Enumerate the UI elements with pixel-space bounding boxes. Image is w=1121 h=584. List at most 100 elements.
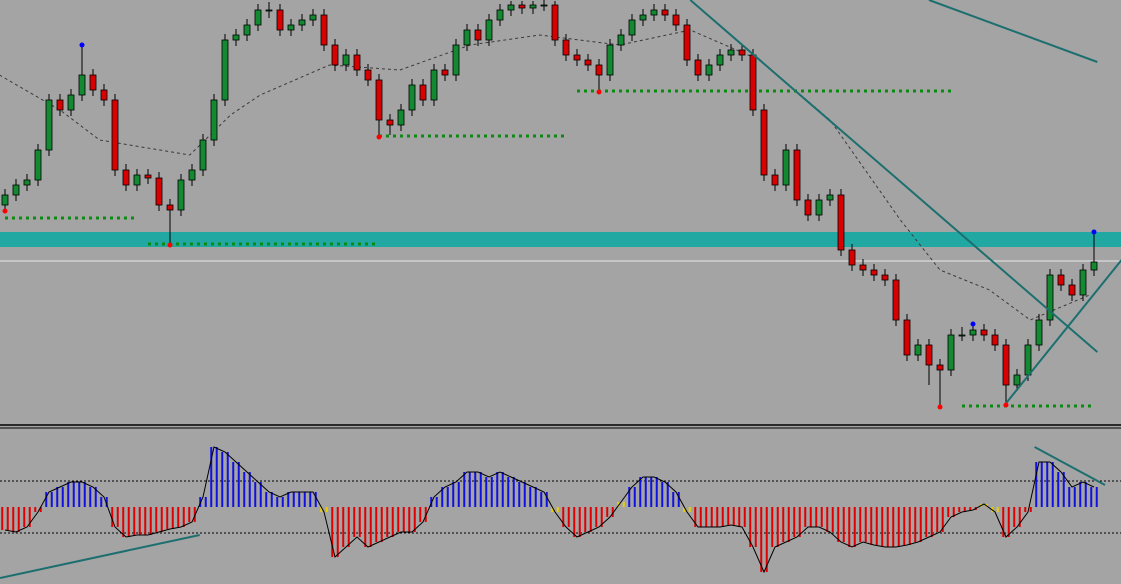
candle-body xyxy=(749,54,757,111)
candle-body xyxy=(111,99,119,171)
candle-body xyxy=(364,69,372,81)
candle-body xyxy=(958,334,966,337)
candle-body xyxy=(100,89,108,101)
candle-body xyxy=(529,4,537,9)
candle-body xyxy=(650,9,658,16)
candle-body xyxy=(782,149,790,186)
candle-body xyxy=(353,54,361,71)
candle-body xyxy=(914,344,922,356)
candle-body xyxy=(496,9,504,21)
candle-body xyxy=(287,24,295,31)
candle-body xyxy=(144,174,152,179)
candle-body xyxy=(661,9,669,16)
moving-average xyxy=(0,29,1090,321)
candle-body xyxy=(474,29,482,41)
candle-body xyxy=(1079,269,1087,296)
candle-body xyxy=(452,44,460,76)
candle-body xyxy=(991,334,999,346)
candle-body xyxy=(738,49,746,56)
candle-body xyxy=(947,334,955,371)
candle-body xyxy=(177,179,185,211)
candle-body xyxy=(67,94,75,111)
candle-body xyxy=(760,109,768,176)
candle-body xyxy=(430,69,438,101)
candle-body xyxy=(386,119,394,126)
candle-body xyxy=(518,4,526,9)
candle-body xyxy=(78,74,86,96)
candle-body xyxy=(694,59,702,76)
candle-body xyxy=(727,49,735,56)
candle-body xyxy=(771,174,779,186)
candle-body xyxy=(551,4,559,41)
swing-high-dot xyxy=(970,321,976,327)
candle-body xyxy=(925,344,933,366)
candle-body xyxy=(166,204,174,211)
candle-body xyxy=(276,9,284,31)
candle-body xyxy=(826,194,834,201)
candle-body xyxy=(628,19,636,36)
trend-line xyxy=(1034,446,1106,486)
trend-line xyxy=(0,534,200,579)
candle-body xyxy=(683,24,691,61)
swing-high-dot xyxy=(79,42,85,48)
candle-body xyxy=(320,14,328,46)
candle-body xyxy=(199,139,207,171)
candle-body xyxy=(243,24,251,36)
candle-body xyxy=(56,99,64,111)
candle-body xyxy=(793,149,801,201)
candle-body xyxy=(903,319,911,356)
candle-body xyxy=(1013,374,1021,386)
candle-body xyxy=(441,69,449,76)
candle-body xyxy=(1057,274,1065,286)
candle-body xyxy=(672,14,680,26)
candle-body xyxy=(837,194,845,251)
candle-body xyxy=(892,279,900,321)
candle-body xyxy=(408,84,416,111)
candle-body xyxy=(1035,319,1043,346)
trend-line xyxy=(689,0,1098,353)
trend-line xyxy=(1003,259,1121,407)
candle-body xyxy=(1068,284,1076,296)
candle-body xyxy=(606,44,614,76)
candle-body xyxy=(298,19,306,26)
candle-body xyxy=(848,249,856,266)
candle-body xyxy=(89,74,97,91)
swing-low-dot xyxy=(1003,402,1009,408)
candle-body xyxy=(716,54,724,66)
candle-body xyxy=(485,19,493,41)
candle-body xyxy=(210,99,218,141)
candle-body xyxy=(34,149,42,181)
candle-body xyxy=(397,109,405,126)
candle-body xyxy=(342,54,350,66)
swing-low-dot xyxy=(2,208,8,214)
candle-body xyxy=(540,4,548,7)
candle-body xyxy=(419,84,427,101)
candle-body xyxy=(870,269,878,276)
candle-body xyxy=(265,9,273,12)
candle-body xyxy=(1024,344,1032,376)
candle-body xyxy=(936,364,944,371)
candle-body xyxy=(1002,344,1010,386)
candle-body xyxy=(595,64,603,76)
candle-body xyxy=(1,194,9,206)
candle-body xyxy=(584,59,592,66)
candle-body xyxy=(507,4,515,11)
candle-body xyxy=(188,169,196,181)
candle-body xyxy=(463,29,471,46)
candle-body xyxy=(254,9,262,26)
candle-body xyxy=(980,329,988,336)
candle-body xyxy=(881,274,889,281)
swing-low-dot xyxy=(596,89,602,95)
candle-body xyxy=(232,34,240,41)
trend-line xyxy=(928,0,1098,63)
candle-body xyxy=(804,199,812,216)
candle-body xyxy=(155,177,163,206)
candle-body xyxy=(23,179,31,186)
candle-body xyxy=(859,264,867,271)
candle-body xyxy=(309,14,317,21)
candle-body xyxy=(617,34,625,46)
candle-body xyxy=(331,44,339,66)
candle-body xyxy=(969,329,977,336)
swing-low-dot xyxy=(167,242,173,248)
